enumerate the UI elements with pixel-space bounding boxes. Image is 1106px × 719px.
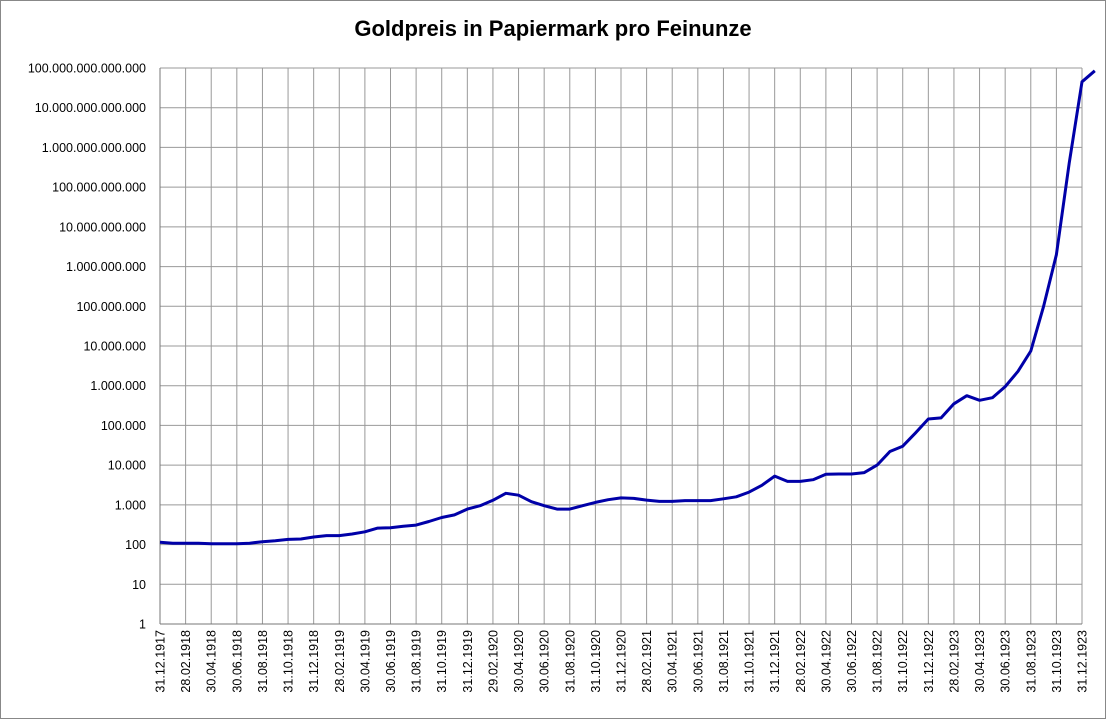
x-tick-label: 31.12.1920 xyxy=(615,630,629,693)
x-tick-label: 31.12.1918 xyxy=(307,630,321,693)
y-tick-label: 10.000 xyxy=(108,459,146,473)
y-tick-label: 10.000.000.000.000 xyxy=(35,101,146,115)
chart-title: Goldpreis in Papiermark pro Feinunze xyxy=(354,16,751,41)
x-tick-label: 31.08.1918 xyxy=(256,630,270,693)
x-tick-label: 30.06.1921 xyxy=(691,630,705,693)
x-tick-label: 30.06.1919 xyxy=(384,630,398,693)
y-tick-label: 1.000.000.000 xyxy=(66,260,146,274)
y-tick-label: 10.000.000.000 xyxy=(59,220,146,234)
x-tick-label: 31.08.1919 xyxy=(410,630,424,693)
x-tick-label: 31.08.1922 xyxy=(871,630,885,693)
x-tick-label: 31.12.1917 xyxy=(154,630,168,693)
x-tick-label: 30.06.1918 xyxy=(230,630,244,693)
y-tick-label: 1 xyxy=(139,618,146,632)
y-tick-label: 100.000.000.000.000 xyxy=(28,62,146,76)
x-tick-label: 29.02.1920 xyxy=(486,630,500,693)
y-tick-label: 100.000.000.000 xyxy=(52,181,146,195)
y-tick-label: 100.000 xyxy=(101,419,146,433)
x-tick-label: 31.12.1919 xyxy=(461,630,475,693)
y-tick-label: 100.000.000 xyxy=(76,300,146,314)
x-tick-label: 31.10.1923 xyxy=(1050,630,1064,693)
x-tick-label: 30.06.1920 xyxy=(538,630,552,693)
y-tick-label: 10.000.000 xyxy=(83,340,146,354)
x-tick-label: 31.12.1921 xyxy=(768,630,782,693)
x-tick-label: 31.08.1923 xyxy=(1024,630,1038,693)
x-tick-label: 31.10.1918 xyxy=(282,630,296,693)
x-tick-label: 28.02.1918 xyxy=(179,630,193,693)
x-tick-label: 31.12.1923 xyxy=(1076,630,1090,693)
x-tick-label: 31.12.1922 xyxy=(922,630,936,693)
x-tick-label: 31.10.1921 xyxy=(743,630,757,693)
x-tick-label: 30.04.1920 xyxy=(512,630,526,693)
x-tick-label: 30.06.1922 xyxy=(845,630,859,693)
x-tick-label: 30.06.1923 xyxy=(999,630,1013,693)
x-tick-label: 28.02.1922 xyxy=(794,630,808,693)
line-series xyxy=(159,69,1096,546)
x-tick-label: 31.10.1920 xyxy=(589,630,603,693)
y-tick-label: 10 xyxy=(132,578,146,592)
x-tick-label: 30.04.1918 xyxy=(205,630,219,693)
x-tick-label: 31.08.1921 xyxy=(717,630,731,693)
x-tick-label: 31.10.1919 xyxy=(435,630,449,693)
x-tick-label: 30.04.1919 xyxy=(358,630,372,693)
x-tick-label: 30.04.1923 xyxy=(973,630,987,693)
x-tick-label: 31.10.1922 xyxy=(896,630,910,693)
x-tick-label: 28.02.1923 xyxy=(947,630,961,693)
x-tick-label: 30.04.1922 xyxy=(819,630,833,693)
x-tick-label: 31.08.1920 xyxy=(563,630,577,693)
x-tick-label: 30.04.1921 xyxy=(666,630,680,693)
x-tick-label: 28.02.1919 xyxy=(333,630,347,693)
x-tick-label: 28.02.1921 xyxy=(640,630,654,693)
y-tick-label: 1.000.000.000.000 xyxy=(42,141,146,155)
y-tick-label: 1.000.000 xyxy=(90,379,146,393)
y-tick-label: 1.000 xyxy=(115,498,146,512)
y-tick-label: 100 xyxy=(125,538,146,552)
